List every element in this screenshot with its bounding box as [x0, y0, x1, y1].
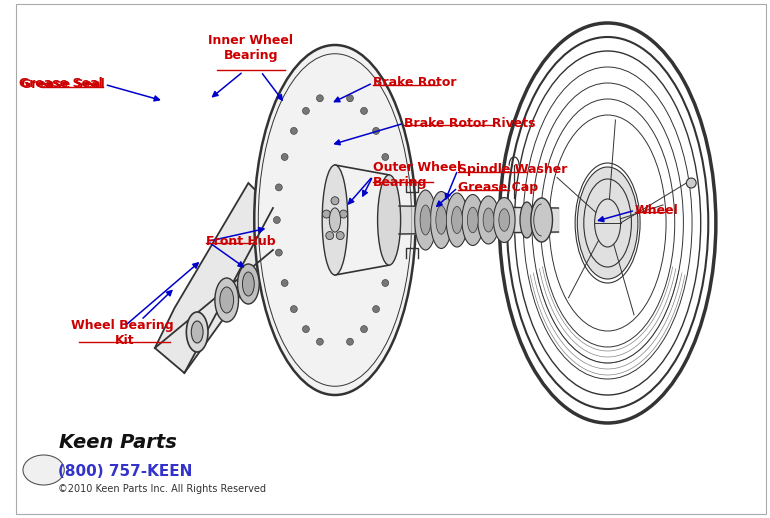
Circle shape: [340, 210, 347, 218]
Circle shape: [281, 153, 288, 161]
Ellipse shape: [186, 312, 208, 352]
Ellipse shape: [520, 202, 534, 238]
Circle shape: [273, 217, 280, 223]
Circle shape: [316, 338, 323, 345]
Circle shape: [316, 95, 323, 102]
Text: Brake Rotor Rivets: Brake Rotor Rivets: [404, 117, 535, 130]
Ellipse shape: [377, 175, 400, 265]
Circle shape: [346, 95, 353, 102]
Ellipse shape: [330, 208, 340, 232]
Ellipse shape: [23, 455, 65, 485]
Ellipse shape: [467, 207, 478, 233]
Ellipse shape: [254, 45, 416, 395]
Circle shape: [390, 217, 397, 223]
Circle shape: [373, 306, 380, 312]
Ellipse shape: [499, 209, 510, 231]
Ellipse shape: [415, 190, 437, 250]
Ellipse shape: [430, 192, 452, 249]
Ellipse shape: [531, 198, 553, 242]
Ellipse shape: [451, 207, 463, 234]
Circle shape: [326, 232, 333, 239]
Circle shape: [360, 107, 367, 114]
Ellipse shape: [462, 194, 484, 246]
Circle shape: [331, 197, 339, 205]
Text: Grease Seal: Grease Seal: [19, 77, 103, 91]
Circle shape: [303, 107, 310, 114]
Text: Spindle Washer: Spindle Washer: [457, 163, 567, 177]
Circle shape: [336, 232, 344, 239]
Circle shape: [382, 280, 389, 286]
Ellipse shape: [483, 208, 494, 232]
Ellipse shape: [436, 206, 447, 234]
Text: Keen Parts: Keen Parts: [59, 433, 177, 452]
Circle shape: [276, 249, 283, 256]
Ellipse shape: [215, 278, 239, 322]
Text: Grease Seal: Grease Seal: [21, 78, 105, 91]
Ellipse shape: [322, 165, 348, 275]
Text: Brake Rotor: Brake Rotor: [373, 76, 457, 90]
Circle shape: [382, 153, 389, 161]
Text: Outer Wheel
Bearing: Outer Wheel Bearing: [373, 161, 461, 189]
Ellipse shape: [243, 272, 254, 296]
Circle shape: [290, 306, 297, 312]
Ellipse shape: [237, 264, 259, 304]
Circle shape: [360, 326, 367, 333]
Text: Front Hub: Front Hub: [206, 235, 276, 248]
Ellipse shape: [446, 193, 468, 247]
Text: Wheel: Wheel: [635, 204, 679, 217]
Ellipse shape: [219, 287, 233, 313]
Circle shape: [387, 184, 394, 191]
Ellipse shape: [494, 197, 515, 242]
Polygon shape: [155, 183, 273, 373]
Circle shape: [281, 280, 288, 286]
Text: (800) 757-KEEN: (800) 757-KEEN: [59, 464, 192, 479]
Text: Wheel Bearing 
Kit: Wheel Bearing Kit: [71, 319, 178, 347]
Ellipse shape: [420, 205, 431, 235]
Text: Grease Cap: Grease Cap: [457, 181, 538, 194]
Circle shape: [346, 338, 353, 345]
Circle shape: [276, 184, 283, 191]
Circle shape: [303, 326, 310, 333]
Text: ©2010 Keen Parts Inc. All Rights Reserved: ©2010 Keen Parts Inc. All Rights Reserve…: [59, 484, 266, 494]
Circle shape: [686, 178, 696, 188]
Ellipse shape: [578, 167, 638, 279]
Text: Inner Wheel
Bearing: Inner Wheel Bearing: [209, 34, 293, 62]
Ellipse shape: [191, 321, 203, 343]
Circle shape: [290, 127, 297, 134]
Circle shape: [387, 249, 394, 256]
Circle shape: [373, 127, 380, 134]
Circle shape: [323, 210, 330, 218]
Ellipse shape: [477, 196, 499, 244]
